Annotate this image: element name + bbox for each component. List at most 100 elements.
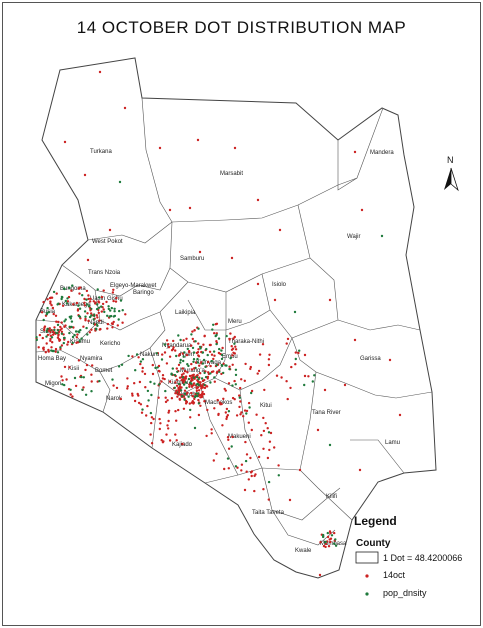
- dot-14oct: [175, 367, 178, 370]
- dot-pop-dnsity: [78, 307, 82, 310]
- dot-14oct: [139, 362, 142, 366]
- dot-14oct: [285, 380, 288, 383]
- dot-14oct: [224, 411, 227, 414]
- dot-14oct: [226, 436, 230, 439]
- county-label-uasin-gishu: Uasin Gishu: [90, 296, 123, 302]
- dot-pop-dnsity: [212, 350, 216, 353]
- dot-14oct: [166, 399, 169, 402]
- dot-14oct: [70, 289, 73, 292]
- dot-14oct: [157, 396, 160, 399]
- dot-14oct: [353, 150, 357, 154]
- dot-14oct: [159, 422, 162, 425]
- dot-14oct: [186, 391, 189, 395]
- dot-pop-dnsity: [293, 310, 297, 314]
- dot-14oct: [239, 400, 242, 403]
- dot-14oct: [323, 388, 327, 392]
- dot-14oct: [105, 300, 108, 304]
- dot-14oct: [245, 409, 249, 413]
- dot-14oct: [267, 358, 271, 361]
- dot-pop-dnsity: [62, 336, 66, 340]
- county-label-mandera: Mandera: [370, 150, 394, 156]
- dot-14oct: [83, 301, 86, 304]
- dot-pop-dnsity: [212, 323, 215, 326]
- dot-14oct: [141, 366, 144, 370]
- dot-pop-dnsity: [322, 533, 325, 537]
- county-label-kiambu: Kiambu: [168, 380, 188, 386]
- county-label-kakamega: Kakamega: [62, 302, 91, 308]
- dot-14oct: [190, 401, 194, 404]
- dot-pop-dnsity: [191, 346, 195, 350]
- dot-14oct: [77, 287, 80, 290]
- dot-pop-dnsity: [77, 304, 80, 307]
- county-label-kericho: Kericho: [100, 341, 121, 347]
- dot-14oct: [133, 399, 137, 403]
- dot-14oct: [85, 289, 89, 293]
- dot-pop-dnsity: [98, 379, 101, 383]
- dot-pop-dnsity: [87, 305, 91, 308]
- dot-pop-dnsity: [96, 303, 99, 306]
- dot-14oct: [145, 414, 148, 417]
- dot-14oct: [111, 291, 115, 294]
- legend-label-14oct: 14oct: [383, 570, 406, 580]
- dot-pop-dnsity: [225, 334, 228, 338]
- dot-14oct: [63, 140, 67, 144]
- dot-14oct: [72, 303, 75, 306]
- dot-14oct: [60, 321, 63, 324]
- dot-pop-dnsity: [90, 390, 93, 393]
- dot-pop-dnsity: [139, 360, 143, 363]
- dot-14oct: [219, 403, 222, 406]
- dot-14oct: [41, 336, 44, 340]
- dot-14oct: [181, 442, 184, 446]
- dot-14oct: [240, 378, 243, 381]
- dot-14oct: [256, 198, 260, 202]
- dot-pop-dnsity: [209, 372, 212, 375]
- dot-14oct: [285, 342, 288, 345]
- dot-pop-dnsity: [47, 311, 50, 314]
- dot-14oct: [136, 392, 139, 396]
- dot-14oct: [240, 469, 243, 472]
- dot-14oct: [229, 332, 232, 335]
- dot-14oct: [255, 413, 258, 416]
- dot-14oct: [230, 256, 234, 260]
- dot-pop-dnsity: [220, 353, 224, 357]
- dot-14oct: [197, 355, 201, 358]
- dot-14oct: [177, 363, 181, 367]
- dot-pop-dnsity: [234, 465, 238, 468]
- dot-pop-dnsity: [186, 363, 189, 366]
- dot-pop-dnsity: [313, 374, 316, 377]
- dot-14oct: [46, 333, 50, 337]
- dot-pop-dnsity: [220, 349, 223, 352]
- north-arrow-icon: N: [444, 155, 459, 192]
- dot-14oct: [191, 378, 194, 382]
- dot-14oct: [102, 289, 105, 292]
- dot-14oct: [61, 379, 64, 382]
- dot-pop-dnsity: [311, 380, 314, 383]
- dot-pop-dnsity: [192, 351, 196, 354]
- dot-pop-dnsity: [121, 309, 124, 312]
- dot-14oct: [60, 344, 64, 347]
- dot-distribution-layer: [35, 70, 402, 577]
- dot-14oct: [69, 393, 72, 396]
- dot-14oct: [85, 363, 89, 367]
- dot-14oct: [150, 442, 154, 445]
- dot-14oct: [183, 389, 187, 392]
- dot-pop-dnsity: [215, 363, 218, 367]
- dot-14oct: [60, 375, 63, 378]
- dot-14oct: [324, 545, 327, 549]
- dot-pop-dnsity: [81, 388, 84, 391]
- dot-14oct: [82, 386, 85, 389]
- dot-14oct: [177, 408, 180, 412]
- dot-pop-dnsity: [326, 531, 329, 535]
- dot-pop-dnsity: [95, 328, 98, 331]
- dot-pop-dnsity: [149, 411, 153, 415]
- dot-14oct: [249, 365, 252, 369]
- dot-14oct: [100, 295, 104, 299]
- dot-pop-dnsity: [197, 384, 201, 387]
- dot-14oct: [235, 414, 239, 417]
- dot-pop-dnsity: [185, 386, 188, 390]
- dot-14oct: [90, 312, 93, 315]
- dot-14oct: [119, 397, 123, 401]
- dot-14oct: [203, 400, 206, 403]
- dot-14oct: [250, 389, 254, 393]
- dot-14oct: [286, 397, 289, 401]
